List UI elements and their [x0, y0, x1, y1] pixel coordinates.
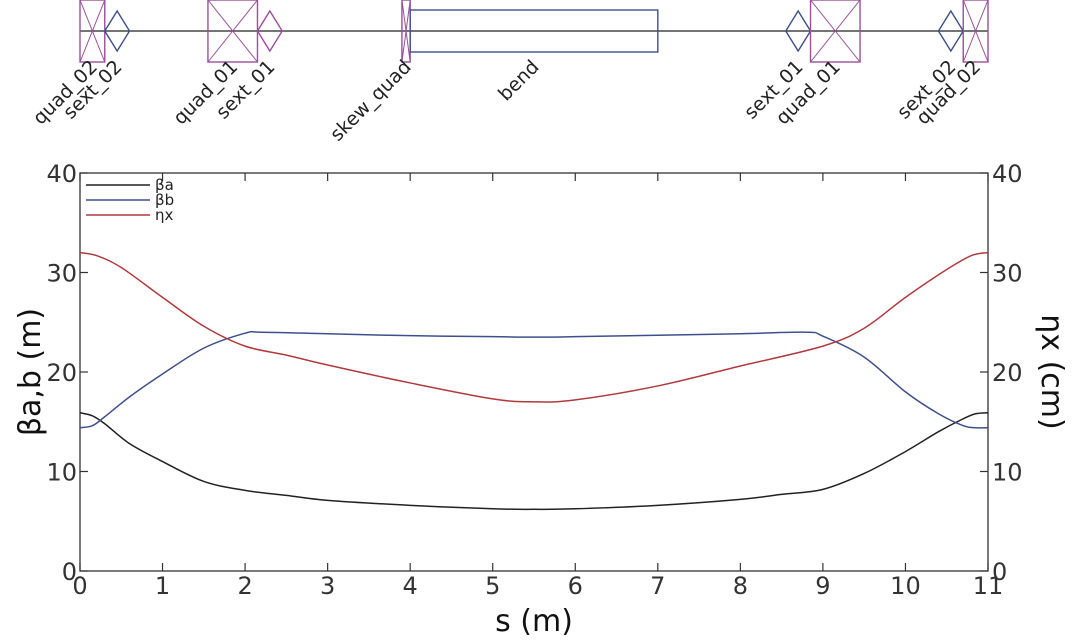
legend-label: βb: [155, 191, 174, 209]
y-left-tick-label: 40: [46, 160, 77, 188]
lattice-element-skew-quad: skew_quad: [326, 0, 416, 146]
quad-diag-b: [207, 0, 258, 63]
x-tick-label: 3: [320, 572, 335, 600]
plot-frame: [79, 172, 989, 572]
y-left-tick-label: 0: [62, 558, 77, 586]
y-left-tick-label: 10: [46, 459, 77, 487]
lattice-element-bend: bend: [409, 9, 659, 105]
x-tick-label: 11: [973, 572, 1004, 600]
y-right-tick-label: 30: [992, 260, 1023, 288]
legend-label: ηx: [155, 206, 174, 224]
sext-diamond: [103, 9, 131, 53]
quad-diag-b: [962, 0, 989, 63]
skew-diag-b: [401, 0, 411, 63]
y-right-tick-label: 20: [992, 359, 1023, 387]
y-right-tick-label: 10: [992, 459, 1023, 487]
x-tick-label: 7: [650, 572, 665, 600]
x-tick-label: 10: [890, 572, 921, 600]
y-left-tick-label: 20: [46, 359, 77, 387]
quad-box: [962, 0, 989, 63]
x-tick-label: 4: [403, 572, 418, 600]
element-label: skew_quad: [326, 56, 416, 146]
y-right-axis-title: ηx (cm): [1034, 314, 1069, 429]
element-label: bend: [494, 56, 543, 105]
x-tick-label: 9: [815, 572, 830, 600]
quad-box: [809, 0, 861, 63]
x-tick-label: 6: [568, 572, 583, 600]
y-left-axis-title: βa,b (m): [13, 308, 48, 436]
quad-diag-b: [79, 0, 106, 63]
legend-label: βa: [155, 176, 174, 194]
x-tick-label: 5: [485, 572, 500, 600]
x-axis-title: s (m): [495, 604, 573, 639]
x-tick-label: 1: [155, 572, 170, 600]
series-line-0: [79, 412, 989, 511]
quad-diag-b: [810, 0, 861, 63]
y-left-tick-label: 30: [46, 260, 77, 288]
y-right-tick-label: 40: [992, 160, 1023, 188]
series-line-1: [79, 330, 989, 429]
bend-box: [409, 9, 659, 53]
x-tick-label: 2: [237, 572, 252, 600]
x-tick-label: 0: [72, 572, 87, 600]
sext-diamond: [256, 9, 284, 53]
y-right-tick-label: 0: [992, 558, 1007, 586]
series-line-2: [79, 251, 989, 403]
x-tick-label: 8: [733, 572, 748, 600]
